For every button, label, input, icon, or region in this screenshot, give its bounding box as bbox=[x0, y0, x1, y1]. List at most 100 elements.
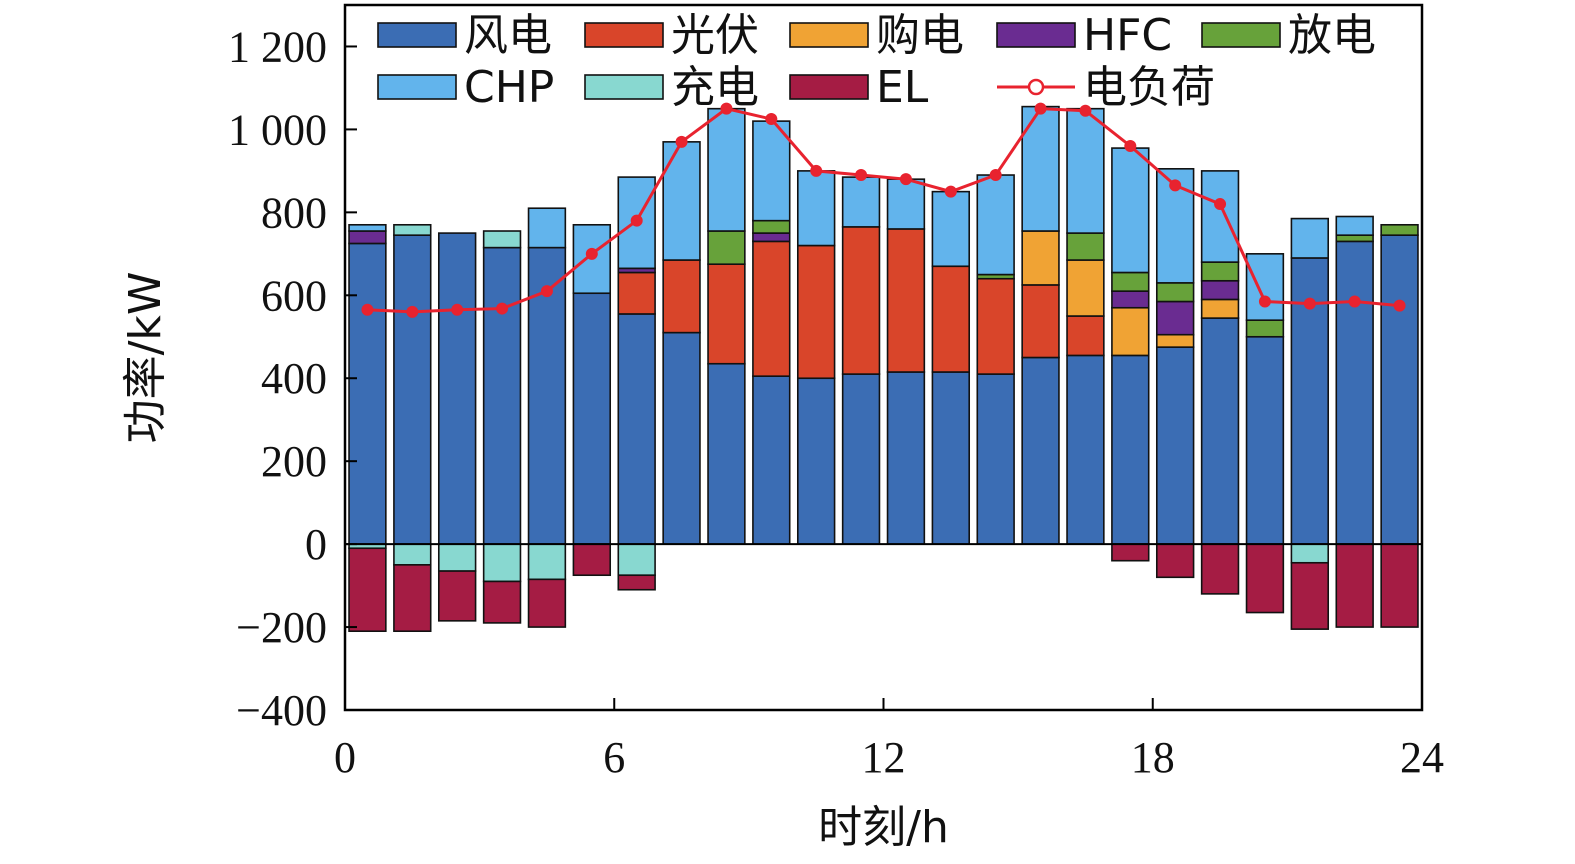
load-point-21 bbox=[1258, 295, 1271, 308]
load-line bbox=[367, 107, 1400, 314]
y-tick-label: 1 200 bbox=[228, 22, 327, 71]
bar-segment-5-hour-21 bbox=[1245, 253, 1285, 321]
bar-segment-2-hour-19 bbox=[1155, 333, 1195, 348]
bar-segment-0-hour-16 bbox=[1021, 356, 1060, 545]
bar-segment-0-hour-14 bbox=[931, 371, 971, 545]
bar-segment-0-hour-1 bbox=[348, 242, 387, 545]
x-tick-label: 12 bbox=[862, 733, 906, 782]
load-point-9 bbox=[720, 102, 733, 115]
bar-segment-0-hour-18 bbox=[1111, 354, 1150, 545]
bar-segment-5-hour-23 bbox=[1335, 215, 1374, 236]
y-tick-label: 0 bbox=[305, 520, 327, 569]
axes-group: −400 −200 0 200 400 600 800 1 000 1 200 0 6 12 18 24 bbox=[228, 22, 1444, 782]
bar-segment-9-hour-5 bbox=[527, 578, 567, 628]
bar-segment-3-hour-10 bbox=[752, 232, 791, 243]
y-tick-label: −200 bbox=[236, 603, 327, 652]
load-point-14 bbox=[944, 185, 957, 198]
bar-stack-group bbox=[348, 105, 1419, 633]
load-point-1 bbox=[361, 303, 374, 316]
bar-segment-1-hour-17 bbox=[1066, 315, 1105, 357]
bar-segment-0-hour-24 bbox=[1380, 234, 1419, 545]
bar-segment-5-hour-14 bbox=[931, 190, 971, 268]
load-point-3 bbox=[451, 303, 464, 316]
bar-segment-5-hour-13 bbox=[886, 178, 926, 230]
legend-marker bbox=[1027, 78, 1045, 96]
bar-segment-8-hour-22 bbox=[1290, 543, 1330, 564]
load-point-23 bbox=[1348, 295, 1361, 308]
bar-segment-9-hour-1 bbox=[348, 547, 387, 633]
bar-segment-0-hour-4 bbox=[482, 246, 522, 545]
y-tick-label: 600 bbox=[261, 271, 327, 320]
bar-segment-2-hour-20 bbox=[1200, 298, 1240, 319]
bar-segment-0-hour-20 bbox=[1200, 317, 1240, 545]
load-point-16 bbox=[1034, 102, 1047, 115]
bar-segment-9-hour-22 bbox=[1290, 561, 1330, 630]
bar-segment-0-hour-12 bbox=[841, 373, 881, 545]
bar-segment-9-hour-19 bbox=[1155, 543, 1195, 579]
bar-segment-4-hour-20 bbox=[1200, 261, 1240, 282]
y-tick-label: 200 bbox=[261, 437, 327, 486]
bar-segment-5-hour-17 bbox=[1066, 107, 1105, 234]
bar-segment-1-hour-16 bbox=[1021, 284, 1060, 359]
bar-segment-4-hour-21 bbox=[1245, 319, 1285, 338]
bar-segment-9-hour-4 bbox=[482, 580, 522, 624]
bar-segment-3-hour-18 bbox=[1111, 290, 1150, 309]
bar-segment-9-hour-20 bbox=[1200, 543, 1240, 595]
legend-label: 充电 bbox=[671, 62, 759, 113]
load-point-15 bbox=[989, 169, 1002, 182]
bar-segment-1-hour-11 bbox=[796, 244, 836, 380]
bar-segment-5-hour-20 bbox=[1200, 170, 1240, 263]
load-point-17 bbox=[1079, 104, 1092, 117]
load-point-12 bbox=[855, 169, 868, 182]
x-tick-label: 6 bbox=[603, 733, 625, 782]
load-point-11 bbox=[810, 164, 823, 177]
load-point-20 bbox=[1214, 198, 1227, 211]
load-point-24 bbox=[1393, 299, 1406, 312]
legend-label: 购电 bbox=[876, 10, 964, 61]
bar-segment-0-hour-17 bbox=[1066, 354, 1105, 545]
legend-swatch bbox=[377, 74, 457, 100]
bar-segment-3-hour-20 bbox=[1200, 279, 1240, 301]
legend-label: EL bbox=[876, 62, 929, 113]
x-tick-label: 18 bbox=[1131, 733, 1175, 782]
bar-segment-5-hour-6 bbox=[572, 223, 612, 295]
bar-segment-8-hour-3 bbox=[437, 543, 477, 572]
bar-segment-9-hour-2 bbox=[393, 564, 432, 633]
legend-swatch bbox=[789, 74, 869, 100]
bar-segment-1-hour-10 bbox=[752, 240, 791, 377]
bar-segment-4-hour-17 bbox=[1066, 232, 1105, 261]
bar-segment-8-hour-5 bbox=[527, 543, 567, 581]
legend-label: 电负荷 bbox=[1083, 62, 1215, 113]
legend-swatch bbox=[377, 22, 457, 48]
bar-segment-5-hour-5 bbox=[527, 207, 567, 249]
bar-segment-4-hour-24 bbox=[1380, 223, 1419, 236]
bar-segment-8-hour-4 bbox=[482, 543, 522, 583]
bar-segment-0-hour-8 bbox=[662, 331, 701, 545]
bar-segment-0-hour-21 bbox=[1245, 335, 1285, 545]
bar-segment-9-hour-23 bbox=[1335, 543, 1374, 628]
load-point-7 bbox=[630, 214, 643, 227]
legend-label: 风电 bbox=[464, 10, 552, 61]
bar-segment-1-hour-14 bbox=[931, 265, 971, 373]
bar-segment-0-hour-19 bbox=[1155, 346, 1195, 545]
bar-segment-2-hour-17 bbox=[1066, 259, 1105, 317]
bar-segment-0-hour-13 bbox=[886, 371, 926, 545]
bar-segment-3-hour-19 bbox=[1155, 300, 1195, 336]
bar-segment-5-hour-15 bbox=[976, 174, 1015, 276]
x-axis-title: 时刻/h bbox=[818, 802, 949, 853]
bar-segment-4-hour-23 bbox=[1335, 234, 1374, 243]
bar-segment-0-hour-15 bbox=[976, 373, 1015, 545]
bar-segment-5-hour-9 bbox=[707, 107, 746, 232]
bar-segment-4-hour-9 bbox=[707, 230, 746, 265]
bar-segment-5-hour-18 bbox=[1111, 147, 1150, 274]
bar-segment-0-hour-9 bbox=[707, 362, 746, 545]
bar-segment-4-hour-10 bbox=[752, 219, 791, 234]
legend-label: HFC bbox=[1083, 10, 1172, 61]
legend-swatch bbox=[1201, 22, 1281, 48]
load-point-8 bbox=[675, 135, 688, 148]
bar-segment-9-hour-6 bbox=[572, 543, 612, 577]
load-line-group bbox=[361, 102, 1406, 318]
legend-label: 光伏 bbox=[671, 10, 759, 61]
bar-segment-9-hour-21 bbox=[1245, 543, 1285, 614]
